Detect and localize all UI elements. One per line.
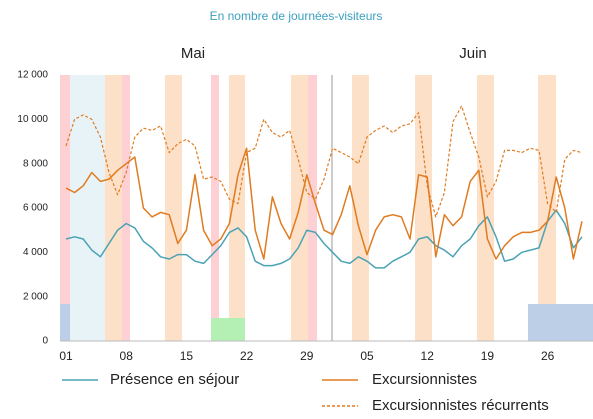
y-tick-label: 6 000 (23, 203, 48, 214)
band (70, 75, 105, 341)
series-line (65, 209, 583, 269)
x-tick-label: 26 (541, 349, 555, 363)
band (528, 304, 593, 341)
month-label: Juin (459, 45, 487, 62)
x-tick-label: 29 (300, 349, 314, 363)
series-line (65, 147, 583, 260)
band (477, 75, 494, 341)
band (415, 75, 432, 341)
month-label: Mai (181, 45, 205, 62)
legend-label: Excursionnistes (372, 371, 477, 388)
band (229, 75, 245, 341)
period-bands (60, 75, 593, 341)
y-tick-label: 0 (42, 336, 48, 347)
band (60, 75, 70, 341)
series-line (65, 105, 583, 218)
y-tick-label: 4 000 (23, 247, 48, 258)
band (211, 75, 219, 341)
x-tick-label: 22 (240, 349, 254, 363)
band (122, 75, 130, 341)
band (352, 75, 369, 341)
y-tick-label: 10 000 (17, 114, 48, 125)
band (165, 75, 182, 341)
x-tick-label: 12 (421, 349, 435, 363)
y-tick-label: 12 000 (17, 70, 48, 81)
band (105, 75, 122, 341)
band (308, 75, 317, 341)
y-tick-label: 8 000 (23, 158, 48, 169)
band (538, 75, 556, 341)
band (60, 304, 70, 341)
x-tick-label: 05 (360, 349, 374, 363)
x-tick-label: 08 (120, 349, 134, 363)
y-tick-label: 2 000 (23, 291, 48, 302)
chart-subtitle: En nombre de journées-visiteurs (210, 9, 383, 23)
x-tick-label: 15 (180, 349, 194, 363)
band (211, 318, 245, 341)
legend-label: Excursionnistes récurrents (372, 397, 549, 414)
x-tick-label: 19 (481, 349, 495, 363)
legend-label: Présence en séjour (110, 371, 239, 388)
x-tick-label: 01 (59, 349, 73, 363)
